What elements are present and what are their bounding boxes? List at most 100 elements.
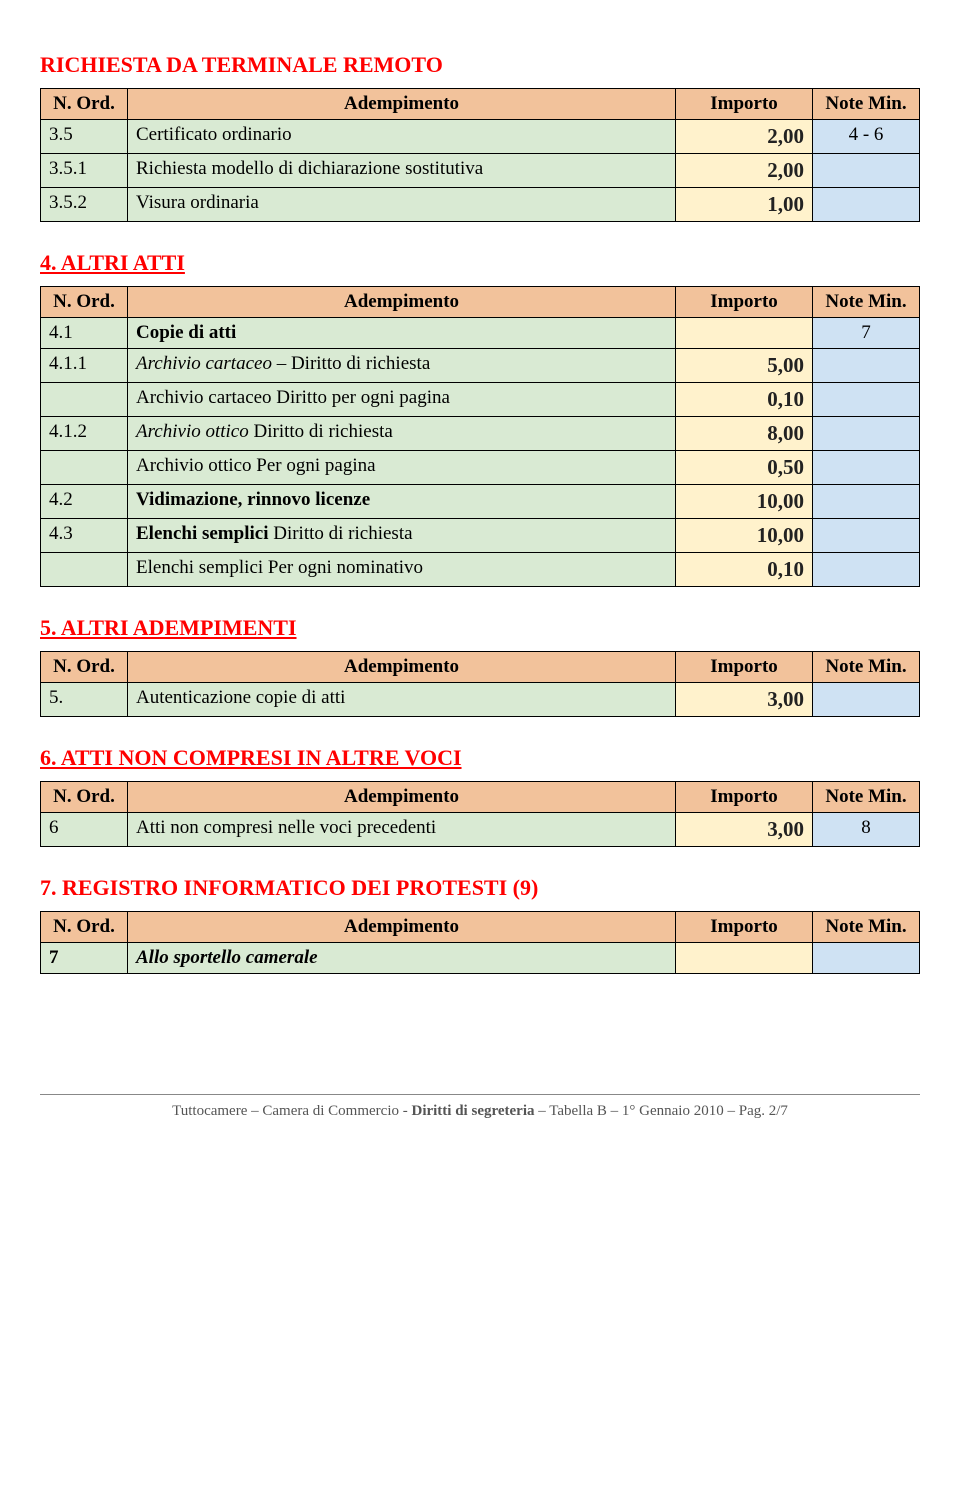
col-ord: N. Ord. (41, 89, 128, 120)
cell-note: 7 (813, 318, 920, 349)
cell-imp: 5,00 (676, 349, 813, 383)
table-header-row: N. Ord. Adempimento Importo Note Min. (41, 287, 920, 318)
cell-ord (41, 553, 128, 587)
cell-ord: 5. (41, 683, 128, 717)
cell-ade: Archivio ottico Diritto di richiesta (128, 417, 676, 451)
cell-ade-pre: Archivio ottico (136, 421, 249, 442)
cell-ord: 3.5.1 (41, 154, 128, 188)
col-ord: N. Ord. (41, 782, 128, 813)
col-note: Note Min. (813, 89, 920, 120)
section-title-protesti-text: 7. REGISTRO INFORMATICO DEI PROTESTI (40, 875, 507, 900)
table-row: 3.5.2 Visura ordinaria 1,00 (41, 188, 920, 222)
footer-text: Tuttocamere – Camera di Commercio - Diri… (172, 1103, 788, 1119)
section-title-protesti: 7. REGISTRO INFORMATICO DEI PROTESTI (9) (40, 875, 920, 901)
cell-ade: Atti non compresi nelle voci precedenti (128, 813, 676, 847)
cell-note (813, 383, 920, 417)
cell-ade-pre: Archivio cartaceo (136, 353, 272, 374)
cell-note: 8 (813, 813, 920, 847)
cell-note (813, 451, 920, 485)
table-row: 4.1.1 Archivio cartaceo – Diritto di ric… (41, 349, 920, 383)
table-header-row: N. Ord. Adempimento Importo Note Min. (41, 782, 920, 813)
cell-imp: 1,00 (676, 188, 813, 222)
table-row: Archivio cartaceo Diritto per ogni pagin… (41, 383, 920, 417)
table-row: Archivio ottico Per ogni pagina 0,50 (41, 451, 920, 485)
cell-ade: Autenticazione copie di atti (128, 683, 676, 717)
cell-note (813, 349, 920, 383)
cell-ade: Richiesta modello di dichiarazione sosti… (128, 154, 676, 188)
cell-note (813, 485, 920, 519)
cell-ade: Vidimazione, rinnovo licenze (128, 485, 676, 519)
cell-imp: 2,00 (676, 154, 813, 188)
cell-ade: Elenchi semplici Diritto di richiesta (128, 519, 676, 553)
cell-note (813, 683, 920, 717)
table-row: 3.5.1 Richiesta modello di dichiarazione… (41, 154, 920, 188)
col-note: Note Min. (813, 782, 920, 813)
cell-note (813, 553, 920, 587)
cell-ade: Copie di atti (128, 318, 676, 349)
col-imp: Importo (676, 287, 813, 318)
section-title-non-compresi: 6. ATTI NON COMPRESI IN ALTRE VOCI (40, 745, 920, 771)
cell-ade: Allo sportello camerale (128, 943, 676, 974)
page-footer: Tuttocamere – Camera di Commercio - Diri… (40, 1103, 920, 1120)
cell-ord: 4.1.1 (41, 349, 128, 383)
col-ade: Adempimento (128, 287, 676, 318)
col-note: Note Min. (813, 912, 920, 943)
cell-imp: 8,00 (676, 417, 813, 451)
col-imp: Importo (676, 652, 813, 683)
col-imp: Importo (676, 89, 813, 120)
cell-note (813, 417, 920, 451)
cell-imp (676, 318, 813, 349)
cell-imp: 10,00 (676, 519, 813, 553)
cell-imp: 0,10 (676, 553, 813, 587)
table-header-row: N. Ord. Adempimento Importo Note Min. (41, 912, 920, 943)
table-altri-adempimenti: N. Ord. Adempimento Importo Note Min. 5.… (40, 651, 920, 717)
table-header-row: N. Ord. Adempimento Importo Note Min. (41, 89, 920, 120)
cell-ord: 4.1 (41, 318, 128, 349)
cell-ade: Archivio cartaceo – Diritto di richiesta (128, 349, 676, 383)
cell-imp: 0,50 (676, 451, 813, 485)
table-remote: N. Ord. Adempimento Importo Note Min. 3.… (40, 88, 920, 222)
cell-ade: Archivio cartaceo Diritto per ogni pagin… (128, 383, 676, 417)
cell-imp: 10,00 (676, 485, 813, 519)
col-ade: Adempimento (128, 89, 676, 120)
cell-imp: 0,10 (676, 383, 813, 417)
col-ade: Adempimento (128, 782, 676, 813)
section-title-protesti-suffix: (9) (507, 875, 538, 900)
col-imp: Importo (676, 912, 813, 943)
cell-ord: 4.2 (41, 485, 128, 519)
col-note: Note Min. (813, 652, 920, 683)
table-row: 4.2 Vidimazione, rinnovo licenze 10,00 (41, 485, 920, 519)
cell-ord: 3.5 (41, 120, 128, 154)
cell-note (813, 154, 920, 188)
cell-ade-post: – Diritto di richiesta (272, 353, 430, 374)
cell-ade: Certificato ordinario (128, 120, 676, 154)
footer-divider (40, 1094, 920, 1095)
table-header-row: N. Ord. Adempimento Importo Note Min. (41, 652, 920, 683)
table-row: Elenchi semplici Per ogni nominativo 0,1… (41, 553, 920, 587)
cell-ord (41, 451, 128, 485)
col-imp: Importo (676, 782, 813, 813)
cell-imp: 3,00 (676, 683, 813, 717)
cell-ade: Elenchi semplici Per ogni nominativo (128, 553, 676, 587)
cell-imp: 3,00 (676, 813, 813, 847)
cell-ord: 4.1.2 (41, 417, 128, 451)
col-ord: N. Ord. (41, 652, 128, 683)
col-ord: N. Ord. (41, 287, 128, 318)
cell-ord: 6 (41, 813, 128, 847)
cell-imp (676, 943, 813, 974)
table-row: 7 Allo sportello camerale (41, 943, 920, 974)
cell-ord: 3.5.2 (41, 188, 128, 222)
cell-ord: 4.3 (41, 519, 128, 553)
cell-ade: Archivio ottico Per ogni pagina (128, 451, 676, 485)
table-row: 4.1 Copie di atti 7 (41, 318, 920, 349)
col-ade: Adempimento (128, 912, 676, 943)
cell-ord: 7 (41, 943, 128, 974)
cell-ade-post: Diritto di richiesta (249, 421, 393, 442)
table-row: 3.5 Certificato ordinario 2,00 4 - 6 (41, 120, 920, 154)
cell-ade: Visura ordinaria (128, 188, 676, 222)
cell-ord (41, 383, 128, 417)
section-title-altri-adempimenti: 5. ALTRI ADEMPIMENTI (40, 615, 920, 641)
cell-note: 4 - 6 (813, 120, 920, 154)
table-protesti: N. Ord. Adempimento Importo Note Min. 7 … (40, 911, 920, 974)
cell-note (813, 943, 920, 974)
